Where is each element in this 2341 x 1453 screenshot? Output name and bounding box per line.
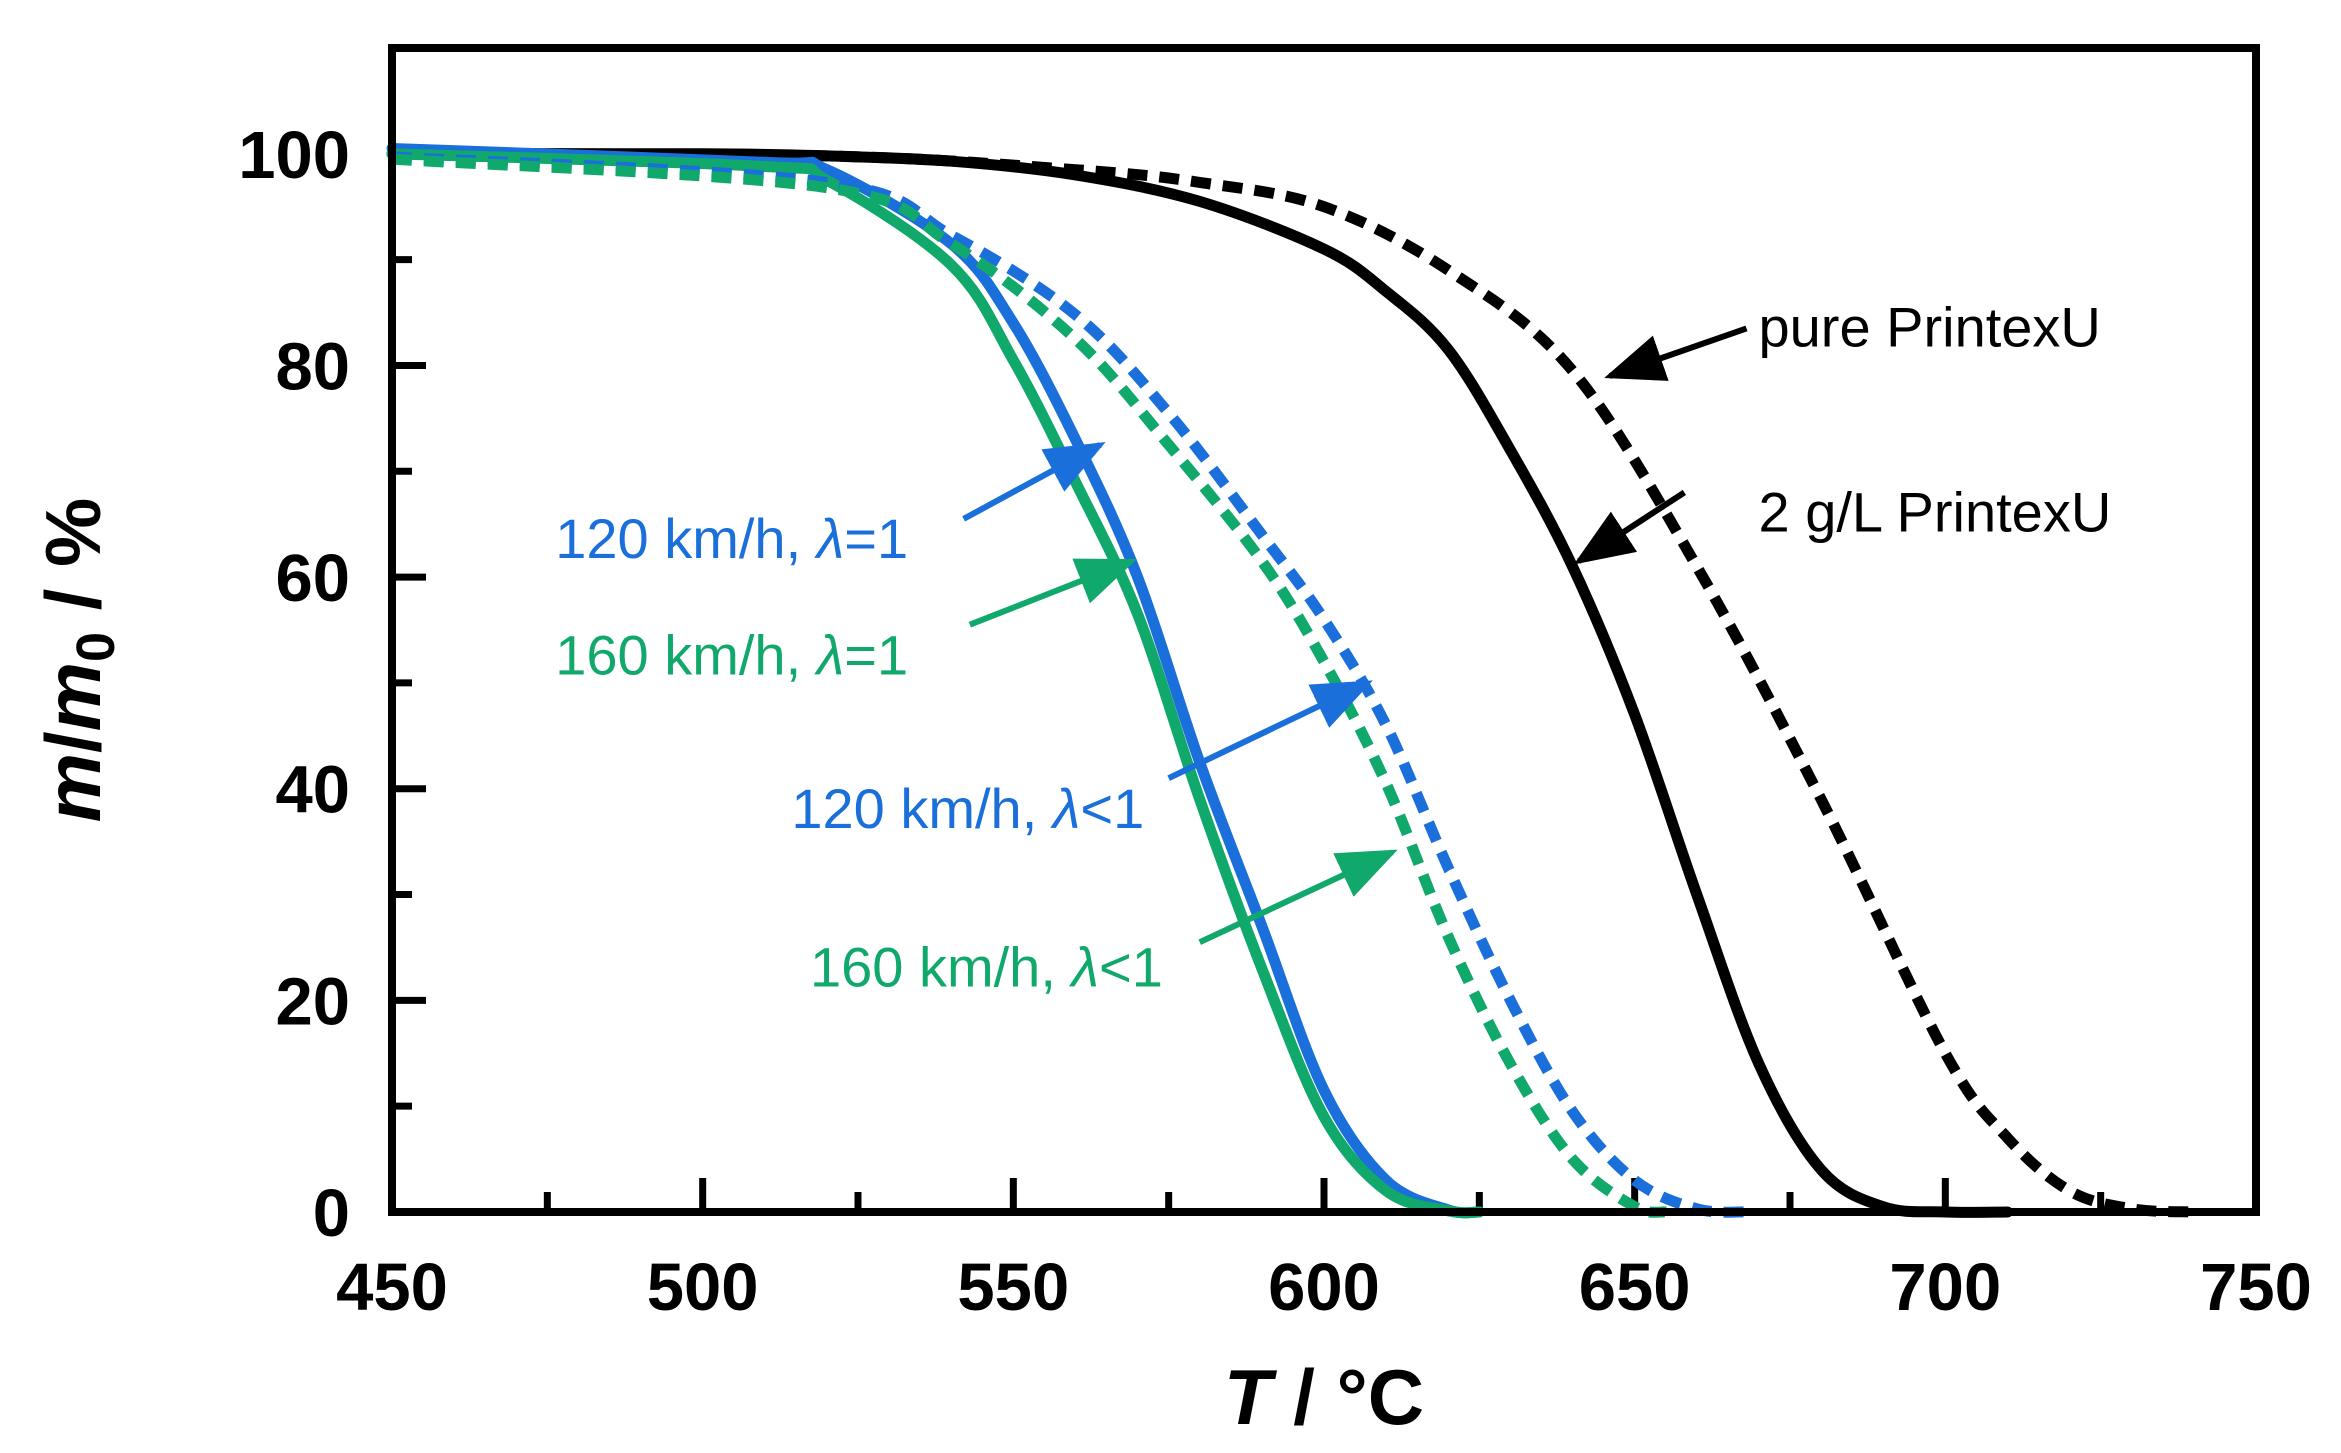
series-line: pure PrintexU — [391, 148, 2195, 1218]
x-tick-label: 700 — [1889, 1250, 2001, 1325]
annotation-arrow — [1198, 849, 1398, 945]
ticks-layer: 450 500 550 600 650 700 750 0 20 40 60 80 100 — [238, 118, 2312, 1325]
annotation-label: 160 km/h, λ=1 — [555, 623, 908, 686]
y-tick-label: 100 — [238, 118, 350, 193]
annotation-label: 120 km/h, λ=1 — [555, 507, 908, 570]
annotation-arrow — [962, 441, 1106, 522]
series-line: 120 km/h, λ=1 — [386, 143, 1485, 1219]
x-axis-unit: / °C — [1272, 1353, 1425, 1441]
y-tick-label: 0 — [313, 1176, 350, 1251]
annotation-layer: pure PrintexU 2 g/L PrintexU 120 km/h, λ=1… — [555, 295, 2111, 998]
annotation-arrow — [1167, 680, 1373, 781]
series-line: 160 km/h, λ=1 — [386, 148, 1485, 1219]
y-axis-m: m — [29, 753, 117, 822]
y-tick-label: 80 — [275, 329, 350, 404]
y-tick-label: 20 — [275, 964, 350, 1039]
y-axis-unit: / % — [29, 498, 117, 632]
x-tick-label: 750 — [2200, 1250, 2312, 1325]
y-axis-subscript: 0 — [66, 632, 126, 662]
y-axis-m0: m — [29, 662, 117, 731]
series-line: 2 g/L PrintexU — [386, 148, 2013, 1218]
y-tick-label: 40 — [275, 753, 350, 828]
annotation-label: 120 km/h, λ<1 — [791, 777, 1144, 840]
x-axis-title: T / °C — [1224, 1353, 1424, 1441]
y-axis-slash: / — [29, 731, 117, 753]
plot-frame — [388, 44, 2260, 1216]
x-tick-label: 600 — [1268, 1250, 1380, 1325]
x-tick-label: 550 — [957, 1250, 1069, 1325]
series-line: 160 km/h, λ<1 — [391, 153, 1667, 1218]
x-tick-label: 500 — [647, 1250, 759, 1325]
annotation-arrow — [968, 558, 1137, 628]
annotation-label: 160 km/h, λ<1 — [810, 936, 1163, 999]
x-tick-label: 450 — [336, 1250, 448, 1325]
x-tick-label: 650 — [1579, 1250, 1691, 1325]
y-axis-title: m/m0 / % — [29, 498, 126, 823]
annotation-arrow — [1573, 489, 1687, 565]
x-axis-variable: T — [1224, 1353, 1278, 1441]
annotation-arrow — [1604, 325, 1748, 381]
annotation-label: pure PrintexU — [1759, 295, 2101, 358]
annotation-label: 2 g/L PrintexU — [1759, 481, 2112, 544]
y-tick-label: 60 — [275, 541, 350, 616]
